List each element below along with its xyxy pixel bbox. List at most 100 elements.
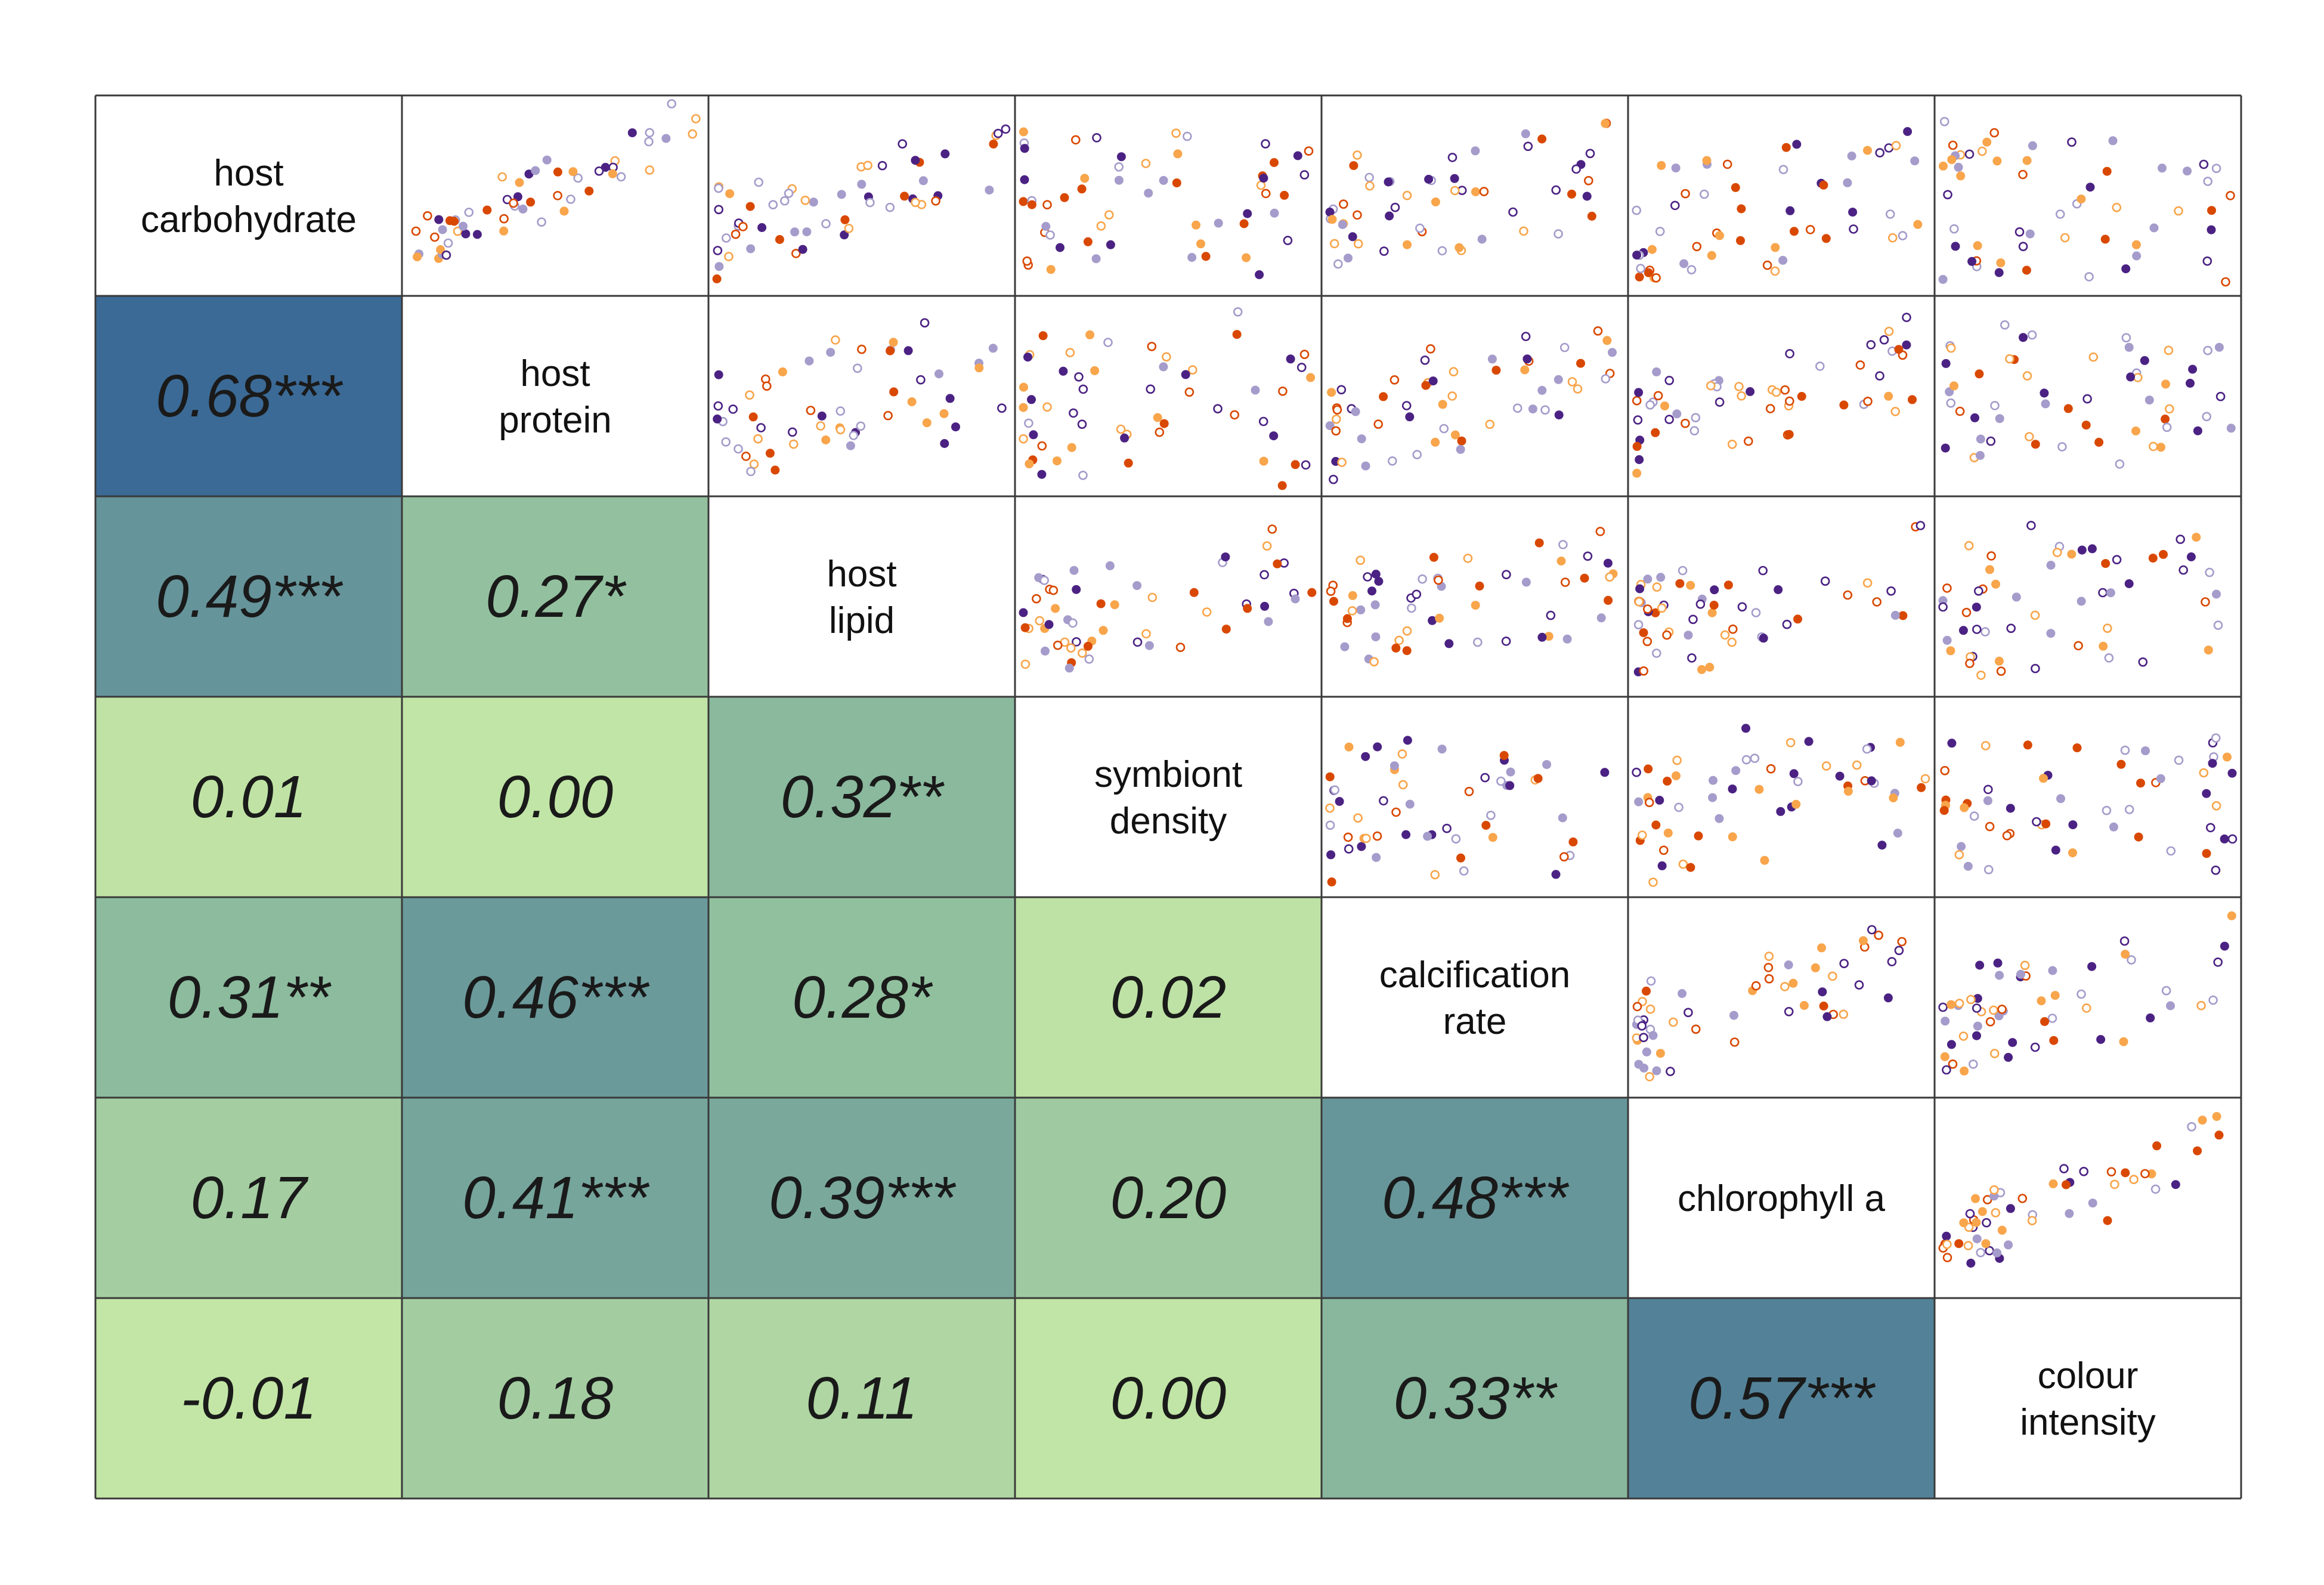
scatter-point [849,431,859,440]
scatter-point [1949,224,1959,234]
correlation-cell: 0.41*** [402,1098,708,1298]
scatter-point [2138,657,2148,667]
scatter-point [722,233,731,243]
diagonal-cell: calcification rate [1322,897,1628,1098]
correlation-cell: 0.68*** [95,296,402,496]
scatter-point [1450,174,1459,183]
scatter-point [1978,146,1987,156]
scatter-point [645,165,655,175]
correlation-fill [95,697,402,897]
scatter-point [1505,781,1515,790]
scatter-point [1707,251,1716,260]
correlation-cell: 0.18 [402,1298,708,1499]
scatter-point [430,232,440,242]
scatter-point [1957,842,1966,851]
scatter-point [2204,645,2213,655]
scatter-point [1634,1059,1644,1069]
scatter-point [989,140,998,149]
scatter-point [1475,581,1484,591]
scatter-point [2050,991,2060,1000]
scatter-point [1473,637,1483,647]
scatter-point [1657,861,1667,870]
scatter-point [2103,1216,2112,1225]
scatter-point [2051,845,2060,855]
panel-background [1322,697,1628,897]
scatter-point [1430,870,1440,880]
scatter-point [714,370,723,379]
scatter-point [2057,442,2067,452]
scatter-point [1106,240,1115,249]
scatter-point [2120,745,2130,755]
scatter-point [1412,450,1422,459]
scatter-point [2121,333,2131,343]
scatter-point [1374,577,1384,586]
scatter-point [1424,175,1434,184]
scatter-point [2188,364,2198,374]
scatter-point [2025,229,2035,239]
scatter-point [1764,951,1774,961]
scatter-point [1663,828,1673,838]
scatter-point [2030,610,2040,620]
scatter-point [1353,813,1363,823]
scatter-point [2103,623,2112,633]
scatter-point [1863,396,1873,406]
scatter-point [1357,842,1366,851]
scatter-point [2203,177,2212,186]
scatter-point [1819,1002,1828,1011]
scatter-point [1766,764,1776,774]
scatter-point [2106,588,2115,598]
scatter-point [1361,461,1370,471]
scatter-point [1940,766,1949,775]
scatter-point [1689,426,1700,435]
scatter-point [1019,127,1028,137]
scatter-point [835,406,846,416]
scatter-point [1551,870,1561,879]
scatter-point [1078,648,1087,658]
scatter-point [1116,152,1126,162]
scatter-point [1065,348,1075,357]
scatter-point [1172,178,1181,188]
scatter-point [1019,403,1028,412]
scatter-point [2126,372,2136,382]
scatter-point [1976,1248,1985,1258]
scatter-point [784,189,794,198]
scatter-point [1519,226,1528,236]
scatter-point [721,437,731,447]
scatter-point [2068,820,2078,830]
scatter-point [2129,1175,2139,1184]
scatter-point [1064,663,1074,673]
scatter-point [2174,755,2184,765]
scatter-point [1941,359,1951,368]
scatter-point [1666,1067,1675,1076]
scatter-point [2100,234,2110,244]
scatter-point [1286,354,1295,364]
scatter-point [1954,162,1963,172]
scatter-point [809,197,818,207]
scatter-point [1692,242,1702,252]
scatter-point [1554,229,1563,239]
scatter-point [714,183,723,193]
scatter-point [2062,1180,2071,1189]
scatter-point [762,381,772,391]
correlation-fill [402,897,708,1098]
panel-background [1628,496,1935,697]
scatter-point [1402,626,1412,636]
scatter-point [1080,174,1090,183]
scatter-point [1955,406,1965,416]
scatter-point [1534,538,1544,548]
scatter-point [1412,589,1422,600]
cell-background [402,296,708,496]
scatter-point [1982,1195,1992,1204]
scatter-point [1634,797,1644,807]
scatter-point [889,338,898,347]
scatter-point [2077,545,2087,555]
scatter-point [1277,481,1287,490]
scatter-point [1605,572,1614,582]
scatter-point [691,114,701,123]
scatter-point [1116,424,1126,434]
scatter-point [945,394,955,403]
scatter-panel [1628,897,1935,1098]
variable-label: intensity [2020,1402,2155,1443]
scatter-point [745,390,754,400]
scatter-point [2140,1169,2150,1179]
